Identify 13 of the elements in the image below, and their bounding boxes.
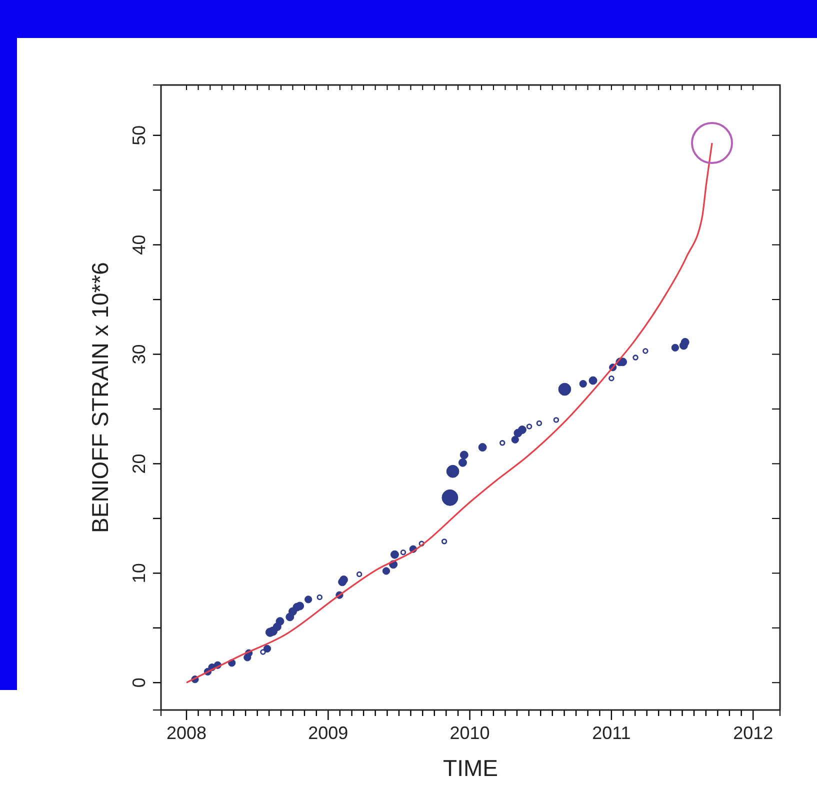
x-tick-label: 2012: [733, 722, 774, 743]
y-tick-label: 20: [129, 454, 149, 474]
x-tick-label: 2011: [592, 722, 631, 743]
y-tick-label: 30: [129, 344, 149, 364]
y-tick-label: 50: [129, 125, 149, 146]
x-tick-label: 2009: [308, 722, 348, 743]
y-tick-label: 40: [129, 234, 149, 255]
y-tick-label: 10: [129, 563, 149, 584]
x-tick-label: 2008: [166, 722, 207, 743]
y-axis-title: BENIOFF STRAIN x 10**6: [87, 262, 113, 533]
x-tick-label: 2010: [450, 722, 490, 743]
x-axis-title: TIME: [443, 755, 498, 781]
y-tick-label: 0: [129, 678, 149, 688]
